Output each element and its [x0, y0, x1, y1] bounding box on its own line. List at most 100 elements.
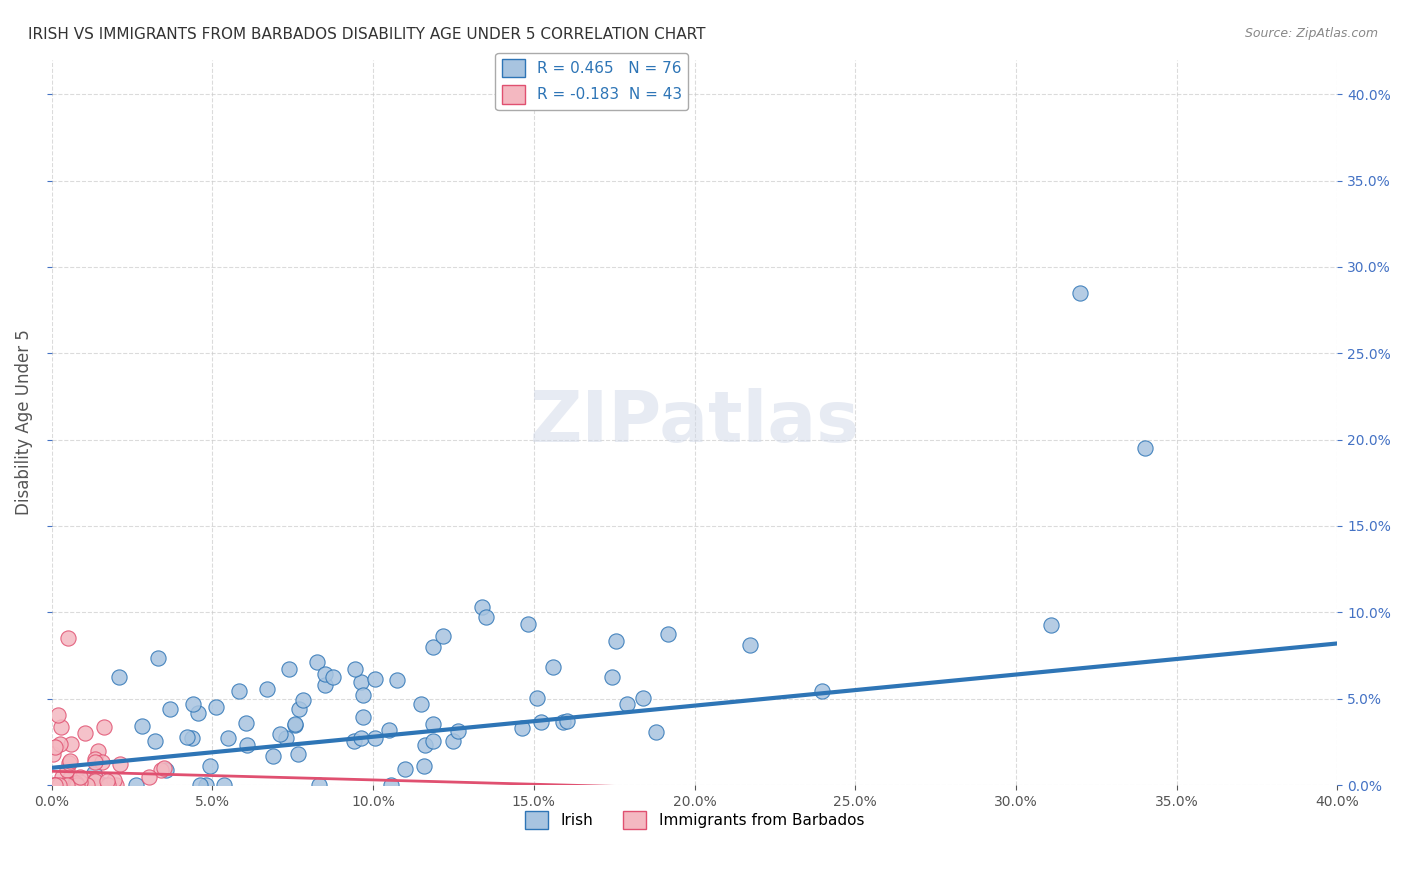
- Immigrants from Barbados: [103, 773, 125, 788]
- Irish: [413, 738, 436, 752]
- Irish: [510, 721, 533, 735]
- Immigrants from Barbados: [56, 764, 79, 778]
- Irish: [277, 662, 299, 676]
- Irish: [394, 762, 416, 776]
- Irish: [530, 715, 553, 730]
- Immigrants from Barbados: [84, 755, 107, 769]
- Immigrants from Barbados: [108, 756, 131, 771]
- Immigrants from Barbados: [55, 778, 77, 792]
- Irish: [187, 706, 209, 720]
- Y-axis label: Disability Age Under 5: Disability Age Under 5: [15, 329, 32, 516]
- Irish: [214, 778, 236, 792]
- Irish: [378, 723, 401, 737]
- Irish: [308, 778, 330, 792]
- Immigrants from Barbados: [138, 770, 160, 784]
- Irish: [205, 699, 228, 714]
- Irish: [350, 675, 373, 690]
- Irish: [343, 734, 366, 748]
- Irish: [181, 697, 204, 711]
- Irish: [322, 670, 344, 684]
- Immigrants from Barbados: [59, 737, 82, 751]
- Irish: [314, 678, 336, 692]
- Immigrants from Barbados: [93, 720, 115, 734]
- Immigrants from Barbados: [69, 775, 91, 789]
- Immigrants from Barbados: [83, 752, 105, 766]
- Immigrants from Barbados: [152, 760, 174, 774]
- Irish: [344, 662, 367, 676]
- Irish: [441, 733, 464, 747]
- Irish: [553, 715, 575, 730]
- Irish: [188, 778, 211, 792]
- Irish: [274, 731, 297, 745]
- Irish: [475, 610, 498, 624]
- Immigrants from Barbados: [86, 772, 108, 786]
- Text: IRISH VS IMMIGRANTS FROM BARBADOS DISABILITY AGE UNDER 5 CORRELATION CHART: IRISH VS IMMIGRANTS FROM BARBADOS DISABI…: [28, 27, 706, 42]
- Text: ZIPatlas: ZIPatlas: [530, 388, 859, 457]
- Immigrants from Barbados: [59, 754, 82, 768]
- Irish: [616, 697, 638, 711]
- Irish: [350, 731, 373, 746]
- Immigrants from Barbados: [90, 755, 112, 769]
- Immigrants from Barbados: [66, 778, 89, 792]
- Immigrants from Barbados: [49, 720, 72, 734]
- Irish: [412, 759, 434, 773]
- Irish: [1133, 442, 1156, 456]
- Irish: [526, 691, 548, 706]
- Irish: [380, 778, 402, 792]
- Irish: [1040, 618, 1063, 632]
- Irish: [145, 734, 167, 748]
- Irish: [292, 692, 315, 706]
- Irish: [125, 778, 148, 792]
- Irish: [631, 690, 654, 705]
- Irish: [387, 673, 409, 688]
- Irish: [364, 672, 387, 686]
- Irish: [422, 717, 444, 731]
- Irish: [600, 670, 623, 684]
- Immigrants from Barbados: [58, 778, 80, 792]
- Irish: [217, 731, 239, 746]
- Irish: [198, 759, 221, 773]
- Immigrants from Barbados: [87, 744, 110, 758]
- Immigrants from Barbados: [67, 778, 90, 792]
- Immigrants from Barbados: [65, 775, 87, 789]
- Irish: [422, 640, 444, 654]
- Irish: [148, 650, 170, 665]
- Immigrants from Barbados: [105, 778, 128, 792]
- Irish: [287, 747, 309, 761]
- Immigrants from Barbados: [56, 632, 79, 646]
- Immigrants from Barbados: [42, 778, 65, 792]
- Immigrants from Barbados: [76, 778, 98, 792]
- Immigrants from Barbados: [58, 756, 80, 770]
- Irish: [422, 734, 444, 748]
- Irish: [131, 719, 153, 733]
- Irish: [284, 717, 307, 731]
- Immigrants from Barbados: [44, 778, 66, 792]
- Irish: [352, 689, 374, 703]
- Immigrants from Barbados: [73, 725, 96, 739]
- Immigrants from Barbados: [96, 774, 118, 789]
- Irish: [657, 626, 679, 640]
- Irish: [644, 725, 666, 739]
- Irish: [262, 748, 284, 763]
- Immigrants from Barbados: [149, 763, 172, 777]
- Irish: [516, 616, 538, 631]
- Immigrants from Barbados: [65, 776, 87, 790]
- Irish: [352, 710, 374, 724]
- Irish: [93, 778, 115, 792]
- Immigrants from Barbados: [83, 773, 105, 788]
- Legend: Irish, Immigrants from Barbados: Irish, Immigrants from Barbados: [519, 805, 870, 836]
- Immigrants from Barbados: [46, 708, 69, 723]
- Irish: [364, 731, 387, 745]
- Irish: [155, 763, 177, 777]
- Immigrants from Barbados: [76, 773, 98, 788]
- Irish: [176, 730, 198, 744]
- Immigrants from Barbados: [62, 778, 84, 792]
- Immigrants from Barbados: [44, 740, 66, 755]
- Irish: [283, 717, 305, 731]
- Text: Source: ZipAtlas.com: Source: ZipAtlas.com: [1244, 27, 1378, 40]
- Immigrants from Barbados: [97, 778, 120, 792]
- Irish: [305, 655, 328, 669]
- Irish: [228, 684, 250, 698]
- Irish: [1069, 285, 1091, 300]
- Irish: [181, 731, 204, 745]
